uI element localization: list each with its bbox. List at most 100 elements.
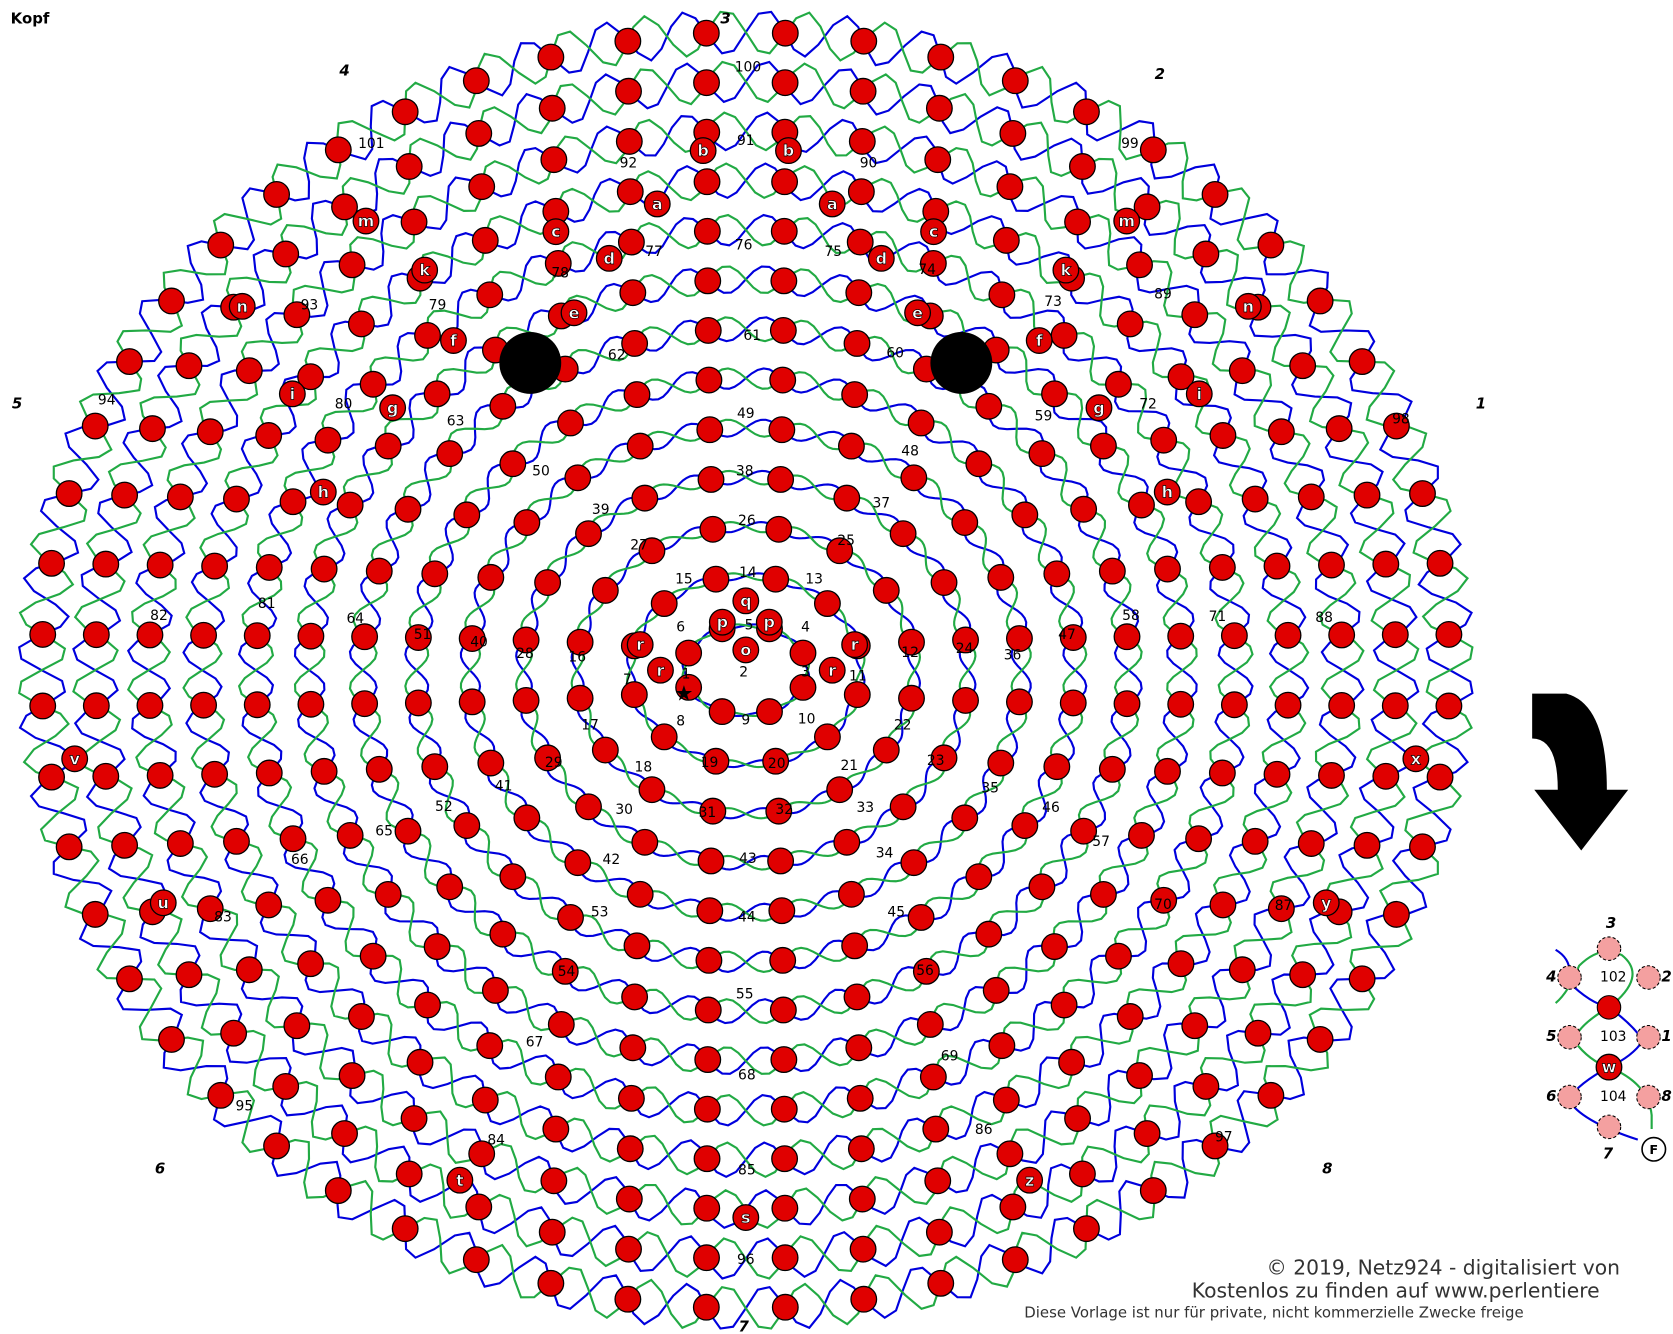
bead [847, 178, 875, 206]
bead [146, 761, 174, 789]
region-label: 93 [301, 297, 319, 313]
bead-letter: q [740, 591, 751, 610]
bead [1050, 321, 1078, 349]
bead [336, 821, 364, 849]
eye [930, 331, 993, 394]
region-label: 58 [1122, 608, 1140, 624]
bead [846, 228, 874, 256]
bead [544, 1063, 572, 1091]
letter-bead [1025, 327, 1053, 354]
bead [1011, 501, 1039, 529]
bead [619, 279, 647, 307]
region-label: 75 [824, 244, 842, 260]
bead-letter: x [1411, 749, 1422, 768]
bead [489, 392, 517, 420]
letter-bead [920, 218, 948, 246]
title: Kopf [11, 9, 50, 27]
bead [833, 484, 861, 512]
region-label: 35 [981, 781, 999, 797]
region-label: 44 [738, 910, 756, 926]
bead-letter: a [652, 195, 663, 214]
bead [82, 692, 110, 720]
bead [1274, 621, 1302, 649]
region-label: 92 [620, 155, 638, 171]
region-label: 47 [1058, 627, 1076, 643]
bead [925, 94, 953, 122]
bead [297, 622, 325, 650]
bead [220, 1019, 248, 1047]
letter-bead [818, 656, 846, 684]
pattern-bead [1557, 965, 1582, 990]
region-label: 10 [798, 711, 816, 727]
letter-bead [647, 656, 674, 684]
bead [771, 168, 799, 196]
letter-bead [689, 137, 717, 165]
bead [699, 797, 727, 825]
bead [404, 624, 432, 651]
letter-bead [841, 631, 869, 659]
bead [1150, 886, 1178, 914]
bead [1167, 363, 1195, 391]
region-label: 76 [735, 238, 753, 254]
bead [1192, 1072, 1220, 1100]
bead [255, 759, 283, 787]
bead [848, 127, 876, 155]
region-label: 17 [581, 718, 599, 734]
bead [999, 1193, 1027, 1221]
thread [293, 265, 1198, 1075]
bead-letter: h [318, 483, 329, 502]
bead [391, 98, 419, 126]
bead [708, 698, 736, 726]
bead [951, 509, 979, 536]
bead [468, 1140, 496, 1168]
bead [1263, 760, 1291, 788]
bead [912, 957, 940, 985]
bead [1185, 488, 1213, 516]
bead [693, 168, 721, 196]
bead-letter: i [290, 384, 295, 403]
bead [297, 950, 325, 978]
region-label: 82 [150, 608, 168, 624]
bead [499, 863, 527, 891]
bead [771, 1194, 799, 1222]
bead-letter: c [929, 222, 938, 241]
bead [1105, 942, 1132, 970]
region-label: 90 [860, 155, 878, 171]
bead-letter: n [1243, 297, 1254, 316]
bead [1041, 933, 1068, 961]
bead [692, 19, 720, 47]
letter-bead [1595, 1053, 1623, 1081]
bead [1409, 480, 1436, 508]
bead [614, 27, 642, 55]
bead [771, 1293, 799, 1321]
letter-bead [352, 207, 380, 235]
bead [201, 760, 229, 788]
bead [615, 127, 643, 155]
bead [564, 849, 592, 877]
region-label: 9 [741, 712, 750, 728]
bead [1154, 555, 1181, 583]
bead [999, 120, 1027, 147]
letter-bead [1113, 207, 1141, 235]
bead [616, 1135, 644, 1163]
bead [255, 891, 283, 919]
bead [1241, 485, 1269, 513]
bead [136, 621, 164, 649]
bead [421, 560, 449, 588]
region-label: 34 [876, 846, 894, 862]
bead [1089, 432, 1117, 460]
bead [468, 173, 496, 201]
region-label: 14 [739, 565, 757, 581]
bead [272, 1072, 300, 1100]
bead [927, 43, 955, 71]
bead [1181, 301, 1209, 329]
bead [988, 1032, 1016, 1060]
bead [922, 1115, 950, 1143]
pattern-bead [1596, 936, 1622, 961]
bead [207, 231, 235, 259]
bead [1328, 692, 1356, 719]
bead [1116, 310, 1144, 338]
bead [1325, 415, 1353, 443]
bead [952, 686, 979, 714]
bead [1289, 961, 1317, 989]
